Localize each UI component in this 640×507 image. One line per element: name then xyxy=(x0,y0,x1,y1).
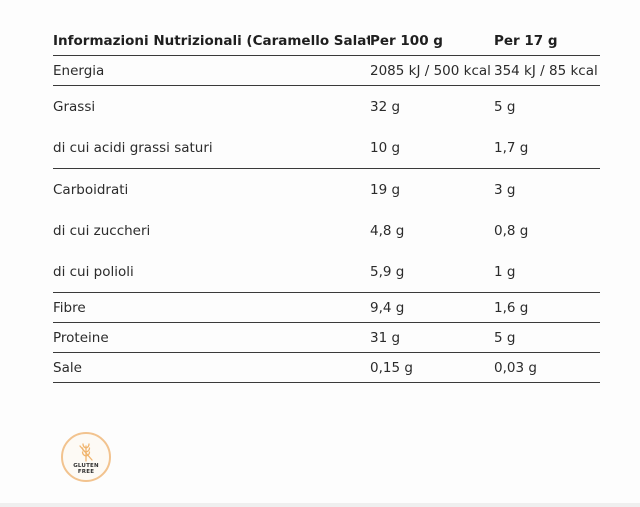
row-value-per100: 0,15 g xyxy=(370,353,494,383)
row-value-per100: 31 g xyxy=(370,323,494,353)
gluten-free-badge: GLUTEN FREE xyxy=(61,432,111,482)
wheat-crossed-icon xyxy=(79,443,93,462)
row-label-saturi: di cui acidi grassi saturi xyxy=(53,127,370,169)
header-nutrition-info: Informazioni Nutrizionali (Caramello Sal… xyxy=(53,27,370,56)
header-per-100g: Per 100 g xyxy=(370,27,494,56)
row-value-per17: 5 g xyxy=(494,98,516,115)
row-value-per17: 1,7 g xyxy=(494,127,600,169)
table-header-row: Informazioni Nutrizionali (Caramello Sal… xyxy=(53,27,600,56)
table-row: di cui acidi grassi saturi 10 g 1,7 g xyxy=(53,127,600,169)
nutrition-table-container: Informazioni Nutrizionali (Caramello Sal… xyxy=(53,27,600,383)
table-row: Grassi 32 g 5 g xyxy=(53,86,600,127)
table-row: Energia 2085 kJ / 500 kcal 354 kJ / 85 k… xyxy=(53,56,600,86)
row-value-per100: 10 g xyxy=(370,127,494,169)
row-label-carboidrati: Carboidrati xyxy=(53,181,129,198)
row-value-per100: 5,9 g xyxy=(370,251,494,293)
row-value-per100: 2085 kJ / 500 kcal xyxy=(370,56,494,86)
row-value-per100: 19 g xyxy=(370,181,401,198)
row-label-polioli: di cui polioli xyxy=(53,251,370,293)
header-per-17g: Per 17 g xyxy=(494,27,600,56)
table-row: di cui polioli 5,9 g 1 g xyxy=(53,251,600,293)
badge-line-2: FREE xyxy=(77,469,95,475)
table-row: Proteine 31 g 5 g xyxy=(53,323,600,353)
row-label-grassi: Grassi xyxy=(53,98,96,115)
badge-line-1: GLUTEN xyxy=(73,463,99,469)
row-value-per17: 1,6 g xyxy=(494,293,600,323)
page-bottom-divider xyxy=(0,503,640,507)
table-row: Sale 0,15 g 0,03 g xyxy=(53,353,600,383)
row-value-per17: 5 g xyxy=(494,323,600,353)
row-label-proteine: Proteine xyxy=(53,323,370,353)
row-value-per17: 3 g xyxy=(494,181,516,198)
row-value-per100: 4,8 g xyxy=(370,222,405,239)
row-value-per100: 32 g xyxy=(370,98,401,115)
row-label-fibre: Fibre xyxy=(53,293,370,323)
row-label-sale: Sale xyxy=(53,353,370,383)
table-row: di cui zuccheri 4,8 g 0,8 g xyxy=(53,210,600,251)
row-label-zuccheri: di cui zuccheri xyxy=(53,222,151,239)
row-value-per17: 1 g xyxy=(494,251,600,293)
row-label-energia: Energia xyxy=(53,56,370,86)
row-value-per17: 354 kJ / 85 kcal xyxy=(494,56,600,86)
row-value-per17: 0,03 g xyxy=(494,353,600,383)
table-row: Fibre 9,4 g 1,6 g xyxy=(53,293,600,323)
nutrition-table: Informazioni Nutrizionali (Caramello Sal… xyxy=(53,27,600,383)
table-row: Carboidrati 19 g 3 g xyxy=(53,169,600,210)
row-value-per100: 9,4 g xyxy=(370,293,494,323)
row-value-per17: 0,8 g xyxy=(494,222,529,239)
